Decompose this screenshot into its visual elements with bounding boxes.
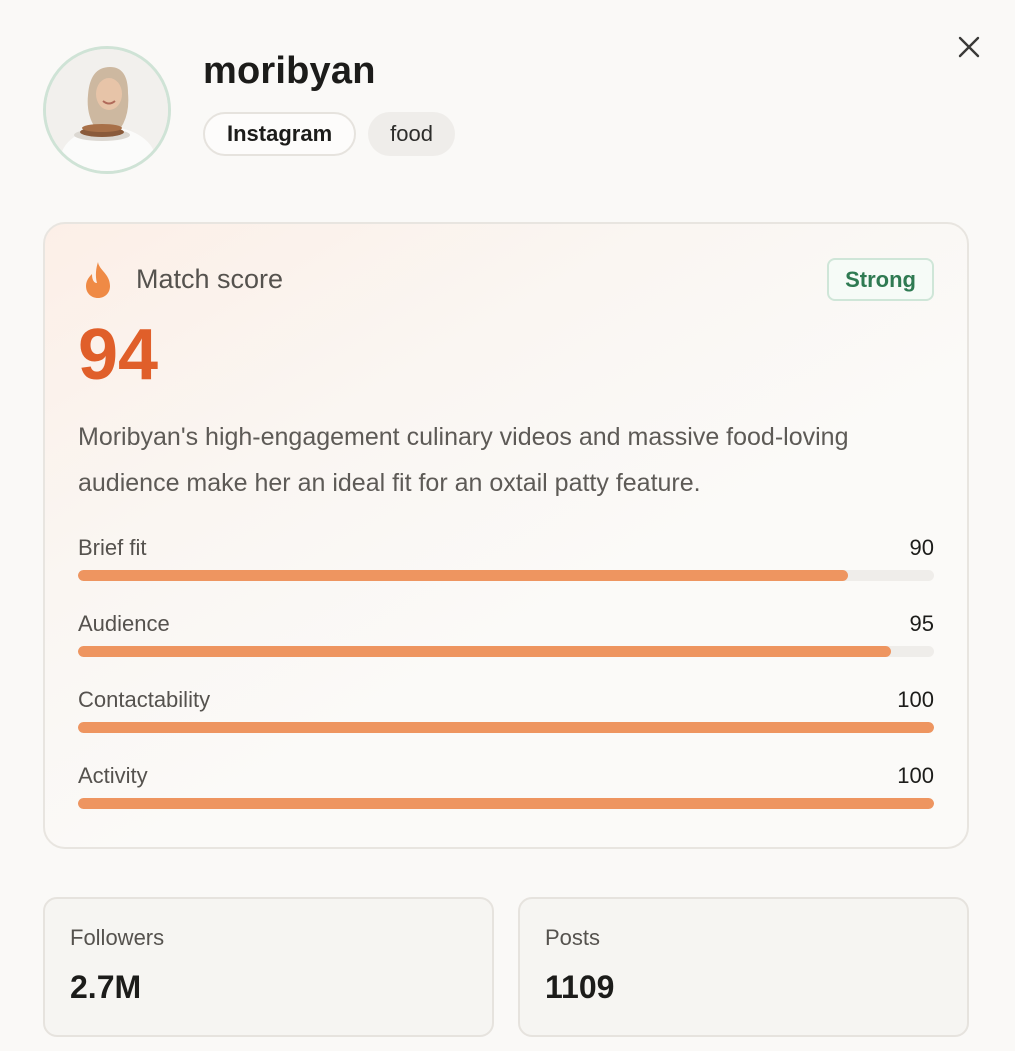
metric-track xyxy=(78,722,934,733)
metric-name: Contactability xyxy=(78,687,211,712)
metric-name: Activity xyxy=(78,763,148,788)
match-description: Moribyan's high-engagement culinary vide… xyxy=(78,423,849,497)
match-score-card: Match score Strong 94 Moribyan's high-en… xyxy=(43,222,969,849)
metric-value: 100 xyxy=(897,687,934,712)
metric-fill xyxy=(78,798,934,809)
metric-value: 90 xyxy=(909,535,934,560)
niche-tag: food xyxy=(368,112,455,156)
metric-audience: Audience 95 xyxy=(78,609,934,685)
metric-fill xyxy=(78,722,934,733)
metric-value: 100 xyxy=(897,763,934,788)
match-score-label: Match score xyxy=(136,264,284,294)
metric-track xyxy=(78,570,934,581)
metric-contactability: Contactability 100 xyxy=(78,685,934,761)
avatar xyxy=(43,46,171,174)
match-score-value: 94 xyxy=(78,315,159,395)
match-strength-badge: Strong xyxy=(827,258,934,301)
metric-brief-fit: Brief fit 90 xyxy=(78,533,934,609)
profile-header: moribyan Instagram food xyxy=(43,46,455,174)
flame-icon xyxy=(86,261,110,298)
metric-activity: Activity 100 xyxy=(78,761,934,837)
followers-label: Followers xyxy=(70,925,165,950)
posts-value: 1109 xyxy=(545,969,615,1005)
metric-fill xyxy=(78,646,892,657)
metric-track xyxy=(78,798,934,809)
posts-label: Posts xyxy=(545,925,601,950)
username: moribyan xyxy=(203,50,376,92)
metric-fill xyxy=(78,570,849,581)
platform-tag: Instagram xyxy=(203,112,357,156)
metric-value: 95 xyxy=(909,611,934,636)
close-icon xyxy=(958,36,980,58)
posts-card: Posts 1109 xyxy=(518,897,969,1037)
followers-card: Followers 2.7M xyxy=(43,897,494,1037)
metric-name: Audience xyxy=(78,611,170,636)
metric-name: Brief fit xyxy=(78,535,147,560)
followers-value: 2.7M xyxy=(70,969,142,1005)
metric-track xyxy=(78,646,934,657)
close-button[interactable] xyxy=(952,30,986,64)
